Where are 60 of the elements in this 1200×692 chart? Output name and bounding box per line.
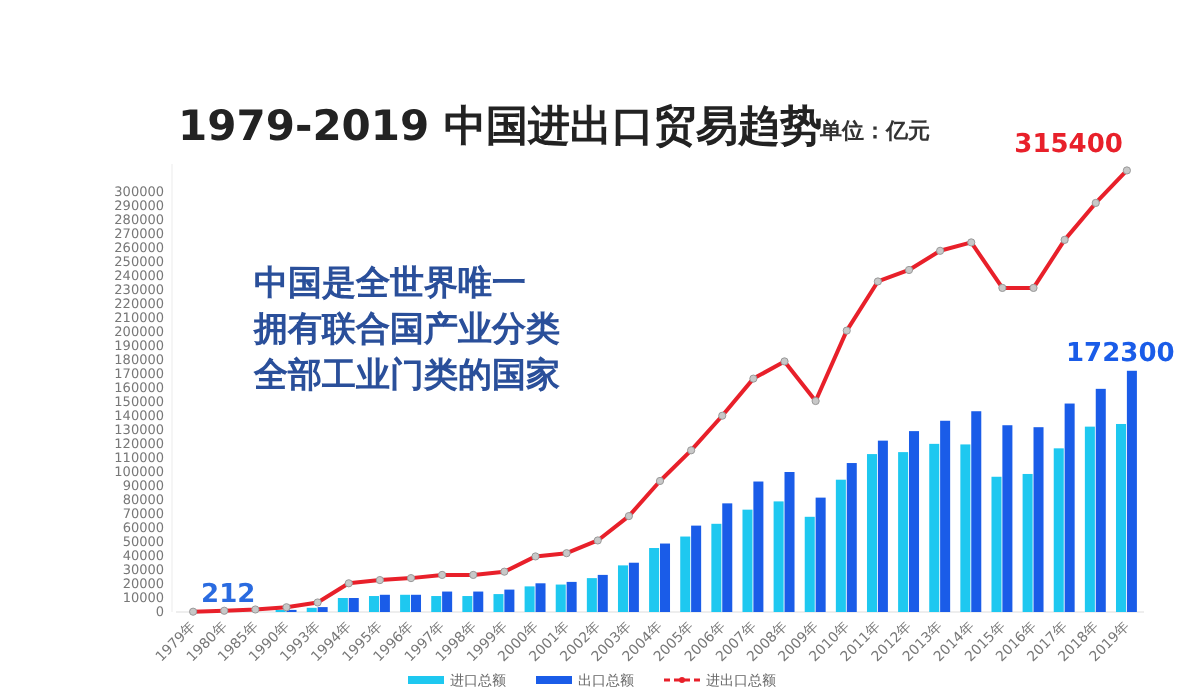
bar <box>1033 427 1044 612</box>
bar <box>586 578 597 612</box>
bar <box>442 591 453 612</box>
data-label: 212 <box>201 579 256 610</box>
bar <box>660 543 671 612</box>
bar <box>400 594 411 612</box>
bar <box>1002 425 1013 612</box>
bar <box>866 454 878 612</box>
bar <box>493 594 504 612</box>
bar <box>773 501 784 612</box>
annotation: 拥有联合国产业分类 <box>252 310 560 350</box>
bar <box>1084 426 1095 612</box>
bar <box>742 509 753 612</box>
bar <box>1126 370 1137 612</box>
bar <box>597 574 608 612</box>
bar <box>368 596 379 612</box>
bar <box>462 596 473 612</box>
bar <box>1053 448 1064 612</box>
bar <box>711 523 722 612</box>
annotation: 中国是全世界唯一 <box>254 264 526 304</box>
bar <box>971 411 982 612</box>
bar <box>680 536 691 612</box>
bar <box>929 443 940 612</box>
bar <box>691 525 702 612</box>
bar <box>348 598 359 612</box>
bar <box>473 591 484 612</box>
bar <box>804 516 815 612</box>
bar <box>535 583 546 612</box>
bar <box>1022 473 1033 612</box>
bar <box>1064 403 1075 612</box>
chart-title: 1979-2019 中国进出口贸易趋势 <box>178 102 822 150</box>
bar <box>753 481 764 612</box>
bar <box>504 589 515 612</box>
bar <box>566 581 577 612</box>
bar <box>337 598 348 612</box>
bar <box>784 472 795 612</box>
bar <box>846 463 857 612</box>
bar <box>1115 423 1127 612</box>
bar <box>877 440 888 612</box>
chart-subtitle: 单位：亿元 <box>818 118 930 144</box>
bar <box>628 562 639 612</box>
bar <box>1095 388 1106 612</box>
bar <box>524 586 535 612</box>
bar <box>431 596 442 612</box>
bar <box>411 594 422 612</box>
bar <box>991 476 1002 612</box>
bar <box>909 431 920 612</box>
annotation: 全部工业门类的国家 <box>252 356 560 396</box>
bar <box>649 548 660 612</box>
bar <box>379 594 390 612</box>
bar <box>815 497 826 612</box>
bar <box>617 565 628 612</box>
bar <box>898 452 909 612</box>
bar <box>555 584 566 612</box>
bar <box>960 444 971 612</box>
bar <box>722 503 733 612</box>
data-label: 315400 <box>1014 130 1123 161</box>
data-label: 172300 <box>1066 338 1175 369</box>
bar <box>835 479 846 612</box>
bar <box>940 420 951 612</box>
